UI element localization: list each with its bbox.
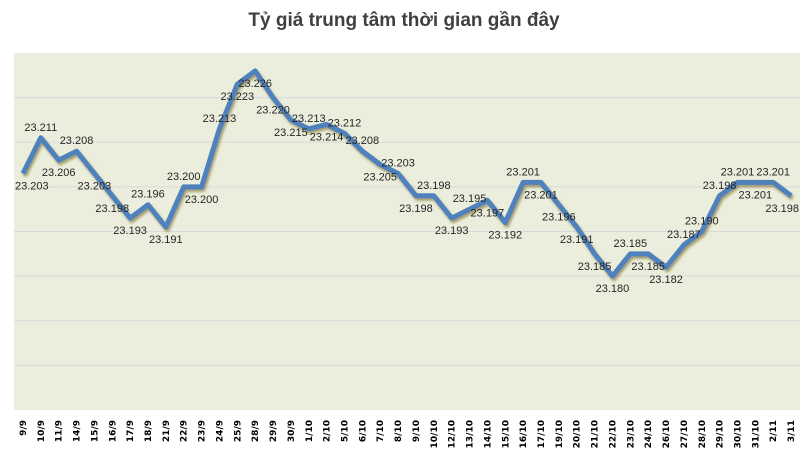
data-label: 23.206 bbox=[42, 167, 76, 179]
data-label: 23.208 bbox=[60, 135, 94, 147]
data-label: 23.205 bbox=[363, 172, 397, 184]
x-tick-label: 13/10 bbox=[466, 420, 476, 448]
x-tick-label: 17/10 bbox=[537, 420, 547, 448]
data-label: 23.195 bbox=[453, 193, 487, 205]
x-tick-label: 8/10 bbox=[394, 420, 404, 442]
x-tick-label: 24/10 bbox=[644, 420, 654, 448]
x-tick-label: 23/10 bbox=[626, 420, 636, 448]
x-tick-label: 2/11 bbox=[769, 420, 779, 442]
x-tick-label: 5/10 bbox=[340, 420, 350, 442]
x-tick-label: 15/10 bbox=[501, 420, 511, 448]
x-tick-label: 28/10 bbox=[698, 420, 708, 448]
data-label: 23.201 bbox=[756, 166, 790, 178]
data-label: 23.196 bbox=[542, 212, 576, 224]
x-tick-label: 19/10 bbox=[555, 420, 565, 448]
data-label: 23.198 bbox=[765, 203, 799, 215]
x-tick-label: 14/9 bbox=[73, 420, 83, 442]
x-tick-label: 20/10 bbox=[573, 420, 583, 448]
data-label: 23.212 bbox=[328, 117, 362, 129]
x-tick-label: 30/9 bbox=[287, 420, 297, 442]
x-tick-label: 26/10 bbox=[662, 420, 672, 448]
data-label: 23.180 bbox=[596, 283, 630, 295]
x-tick-label: 29/9 bbox=[269, 420, 279, 442]
x-tick-label: 12/10 bbox=[448, 420, 458, 448]
chart-title: Tỷ giá trung tâm thời gian gần đây bbox=[248, 10, 560, 31]
data-label: 23.191 bbox=[560, 234, 594, 246]
x-tick-label: 2/10 bbox=[323, 420, 333, 442]
data-label: 23.203 bbox=[381, 157, 415, 169]
data-label: 23.213 bbox=[292, 113, 326, 125]
data-label: 23.200 bbox=[167, 171, 201, 183]
x-tick-label: 16/10 bbox=[519, 420, 529, 448]
x-tick-label: 7/10 bbox=[376, 420, 386, 442]
x-tick-label: 21/10 bbox=[591, 420, 601, 448]
data-label: 23.215 bbox=[274, 127, 308, 139]
data-label: 23.193 bbox=[435, 225, 469, 237]
data-label: 23.191 bbox=[149, 234, 183, 246]
x-tick-label: 3/11 bbox=[787, 420, 797, 442]
data-label: 23.214 bbox=[310, 131, 344, 143]
x-tick-label: 22/9 bbox=[180, 420, 190, 442]
series-line bbox=[20, 68, 793, 279]
data-label: 23.223 bbox=[220, 91, 254, 103]
x-tick-label: 25/9 bbox=[233, 420, 243, 442]
data-label: 23.196 bbox=[131, 189, 165, 201]
data-label: 23.187 bbox=[667, 229, 701, 241]
x-tick-label: 28/9 bbox=[251, 420, 261, 442]
data-label: 23.203 bbox=[15, 180, 49, 192]
data-label: 23.198 bbox=[95, 203, 129, 215]
x-tick-label: 17/9 bbox=[126, 420, 136, 442]
x-tick-label: 24/9 bbox=[215, 420, 225, 442]
data-label: 23.197 bbox=[471, 207, 505, 219]
data-label: 23.198 bbox=[703, 180, 737, 192]
x-tick-label: 10/10 bbox=[430, 420, 440, 448]
x-tick-label: 16/9 bbox=[108, 420, 118, 442]
x-tick-label: 14/10 bbox=[483, 420, 493, 448]
data-label: 23.201 bbox=[721, 166, 755, 178]
data-label: 23.211 bbox=[24, 122, 57, 134]
x-tick-label: 31/10 bbox=[751, 420, 761, 448]
x-tick-label: 11/9 bbox=[55, 420, 65, 442]
x-tick-label: 27/10 bbox=[680, 420, 690, 448]
data-label: 23.192 bbox=[488, 230, 522, 242]
data-label: 23.208 bbox=[346, 135, 380, 147]
data-label: 23.198 bbox=[399, 203, 433, 215]
data-label: 23.213 bbox=[203, 113, 237, 125]
data-label: 23.201 bbox=[739, 189, 773, 201]
x-tick-label: 23/9 bbox=[198, 420, 208, 442]
x-tick-label: 22/10 bbox=[608, 420, 618, 448]
data-label: 23.185 bbox=[631, 261, 665, 273]
x-tick-label: 6/10 bbox=[358, 420, 368, 442]
x-tick-label: 18/9 bbox=[144, 420, 154, 442]
data-label: 23.201 bbox=[524, 189, 558, 201]
data-label: 23.185 bbox=[578, 261, 612, 273]
x-tick-label: 9/10 bbox=[412, 420, 422, 442]
data-label: 23.182 bbox=[649, 274, 683, 286]
data-label: 23.226 bbox=[238, 78, 272, 90]
x-tick-label: 29/10 bbox=[716, 420, 726, 448]
x-tick-label: 15/9 bbox=[90, 420, 100, 442]
x-tick-label: 1/10 bbox=[305, 420, 315, 442]
data-label: 23.193 bbox=[113, 225, 147, 237]
x-tick-label: 10/9 bbox=[37, 420, 47, 442]
x-tick-label: 21/9 bbox=[162, 420, 172, 442]
data-label: 23.220 bbox=[256, 105, 290, 117]
x-tick-label: 30/10 bbox=[733, 420, 743, 448]
data-label: 23.200 bbox=[185, 194, 219, 206]
data-label: 23.198 bbox=[417, 180, 451, 192]
data-label: 23.201 bbox=[506, 166, 540, 178]
data-label: 23.185 bbox=[613, 238, 647, 250]
data-label: 23.203 bbox=[78, 180, 112, 192]
data-label: 23.190 bbox=[685, 216, 719, 228]
x-tick-label: 9/9 bbox=[19, 420, 29, 436]
